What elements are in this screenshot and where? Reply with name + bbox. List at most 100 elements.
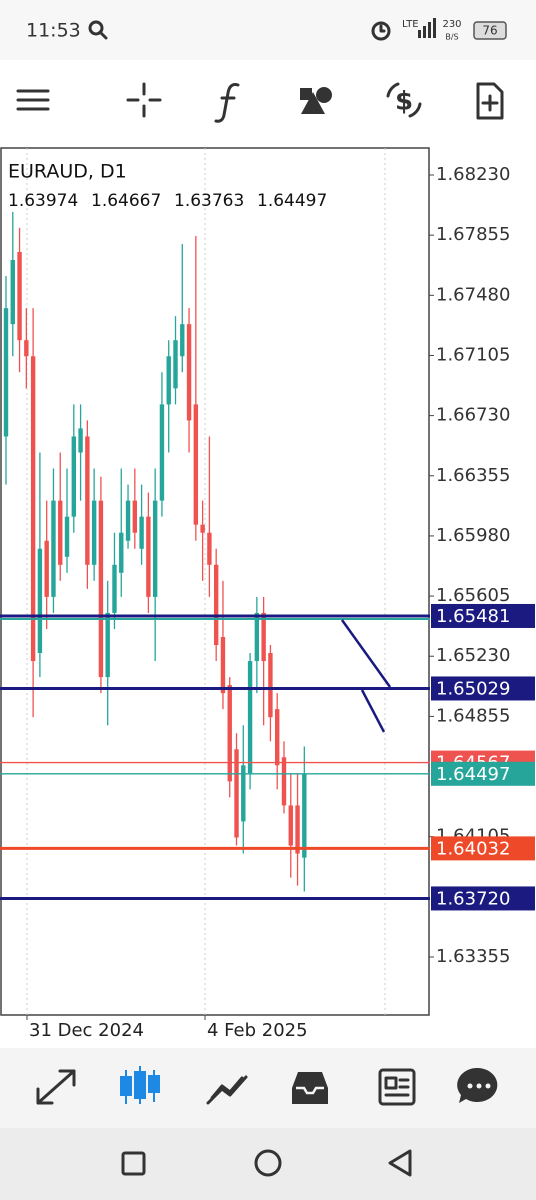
clock: 11:53 xyxy=(26,20,81,42)
price-line-label: 1.64032 xyxy=(436,838,510,859)
trade-button[interactable]: $ xyxy=(386,82,422,118)
ohlc-close: 1.64497 xyxy=(257,191,327,211)
candle-body xyxy=(10,260,15,325)
candle-body xyxy=(207,532,212,565)
candle-body xyxy=(17,251,22,341)
price-tick-label: 1.65980 xyxy=(436,525,510,546)
system-nav xyxy=(0,1128,536,1200)
price-line-tag xyxy=(431,836,535,861)
candle-body xyxy=(112,564,117,613)
recents-button[interactable] xyxy=(121,1151,146,1176)
net-speed-unit: B/S xyxy=(445,33,458,42)
ohlc-header: 1.63974 1.64667 1.63763 1.64497 xyxy=(8,191,327,211)
candle-body xyxy=(37,548,43,654)
candle-body xyxy=(58,500,63,565)
candle-body xyxy=(193,404,199,525)
history-tab[interactable] xyxy=(292,1072,328,1104)
chart: EURAUD, D1 1.63974 1.64667 1.63763 1.644… xyxy=(0,147,535,1041)
indicators-button[interactable] xyxy=(214,83,240,123)
signal-icon xyxy=(418,18,436,38)
candle-body xyxy=(288,805,293,846)
candle-body xyxy=(227,685,232,782)
candle-body xyxy=(268,653,273,718)
candle-body xyxy=(125,500,131,541)
price-tick-label: 1.67480 xyxy=(436,284,510,305)
candle-body xyxy=(71,436,76,517)
candle-body xyxy=(152,500,158,597)
quotes-tab[interactable] xyxy=(36,1069,76,1105)
candle-body xyxy=(85,436,90,565)
price-tick-label: 1.66355 xyxy=(436,465,510,486)
candle-body xyxy=(3,308,9,437)
candle-body xyxy=(98,500,104,678)
price-line-tag xyxy=(431,761,535,786)
candle-body xyxy=(51,500,56,597)
price-tick-label: 1.64855 xyxy=(436,705,510,726)
trend-lines xyxy=(340,619,392,733)
candle-body xyxy=(24,340,29,357)
candle-body xyxy=(241,765,246,822)
dollar-icon: $ xyxy=(395,87,413,117)
price-tick-label: 1.63355 xyxy=(436,946,510,967)
candles xyxy=(3,211,307,892)
ohlc-open: 1.63974 xyxy=(8,191,78,211)
candle-body xyxy=(186,324,192,421)
candle-body xyxy=(261,612,266,662)
candle-body xyxy=(91,500,97,565)
price-line-label: 1.63720 xyxy=(436,888,510,909)
price-line-label: 1.65481 xyxy=(436,606,510,627)
price-tick-label: 1.68230 xyxy=(436,164,510,185)
network: LTE xyxy=(402,19,419,30)
price-line-tag xyxy=(431,676,535,701)
candle-body xyxy=(247,661,253,774)
price-line-tag xyxy=(431,886,535,911)
price-tick-label: 1.65230 xyxy=(436,645,510,666)
candle-body xyxy=(234,749,239,838)
price-axis: 1.68230 1.67855 1.67480 1.67105 1.66730 1.663… xyxy=(429,164,535,967)
candle-body xyxy=(105,612,110,678)
candle-body xyxy=(295,805,300,854)
symbol-title: EURAUD, D1 xyxy=(8,161,127,183)
candle-body xyxy=(78,428,83,453)
back-button[interactable] xyxy=(388,1149,412,1177)
news-tab[interactable] xyxy=(378,1068,416,1106)
date-axis: 31 Dec 2024 4 Feb 2025 xyxy=(26,1015,308,1041)
candle-body xyxy=(281,757,287,806)
candle-body xyxy=(119,532,124,573)
net-speed: 230 xyxy=(442,19,461,30)
price-tick-label: 1.66730 xyxy=(436,405,510,426)
alarm-icon xyxy=(371,21,391,41)
candle-body xyxy=(220,636,226,694)
bottom-nav xyxy=(0,1048,536,1128)
candle-body xyxy=(180,324,185,357)
menu-button[interactable] xyxy=(16,89,50,111)
date-label: 31 Dec 2024 xyxy=(29,1020,144,1041)
objects-button[interactable] xyxy=(300,87,332,114)
new-chart-button[interactable] xyxy=(476,82,504,120)
battery xyxy=(473,21,507,40)
candle-body xyxy=(132,500,138,533)
candle-body xyxy=(302,773,307,858)
trade-tab[interactable] xyxy=(206,1075,248,1105)
chart-tab[interactable] xyxy=(120,1066,160,1104)
crosshair-button[interactable] xyxy=(126,82,162,118)
candle-body xyxy=(275,709,280,766)
price-tick-label: 1.65605 xyxy=(436,585,510,606)
candle-body xyxy=(44,540,49,597)
home-button[interactable] xyxy=(254,1149,282,1177)
price-tick-label: 1.67855 xyxy=(436,224,510,245)
ohlc-low: 1.63763 xyxy=(174,191,244,211)
candle-body xyxy=(159,404,165,501)
candle-body xyxy=(173,340,178,389)
price-line-label: 1.65029 xyxy=(436,678,510,699)
price-lines xyxy=(0,614,430,900)
candle-body xyxy=(139,516,144,549)
ohlc-high: 1.64667 xyxy=(91,191,161,211)
price-line-label: 1.64497 xyxy=(436,764,510,785)
candle-body xyxy=(64,516,70,557)
search-icon xyxy=(88,20,108,40)
messages-tab[interactable] xyxy=(457,1067,498,1103)
candle-body xyxy=(166,356,171,405)
